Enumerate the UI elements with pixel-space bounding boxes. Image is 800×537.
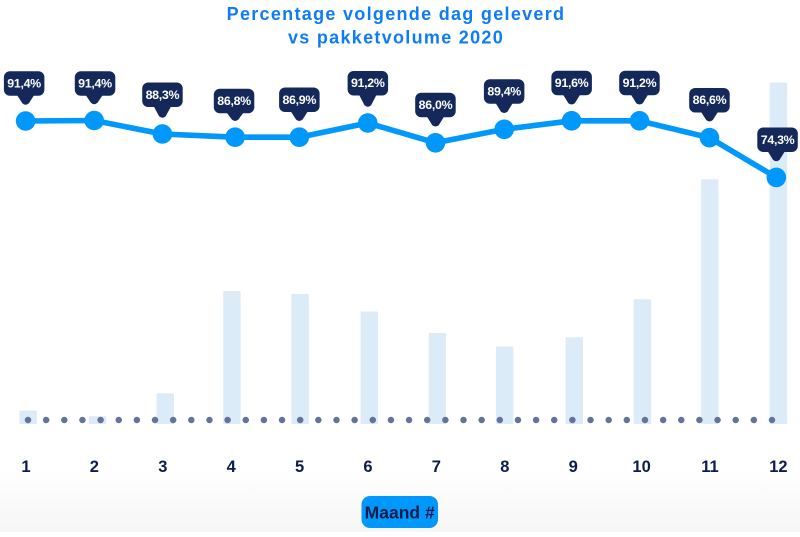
svg-text:91,2%: 91,2% xyxy=(351,76,385,90)
svg-text:74,3%: 74,3% xyxy=(761,133,795,147)
svg-text:4: 4 xyxy=(227,458,237,476)
svg-text:91,6%: 91,6% xyxy=(555,76,589,90)
svg-text:1: 1 xyxy=(21,458,30,476)
svg-text:9: 9 xyxy=(569,458,578,476)
svg-text:86,0%: 86,0% xyxy=(419,98,453,112)
svg-text:Percentage volgende dag geleve: Percentage volgende dag geleverd xyxy=(227,4,566,24)
svg-text:8: 8 xyxy=(500,458,509,476)
svg-text:89,4%: 89,4% xyxy=(487,85,521,99)
svg-text:7: 7 xyxy=(432,458,441,476)
svg-text:12: 12 xyxy=(769,458,787,476)
svg-text:Maand #: Maand # xyxy=(365,503,435,523)
svg-text:91,2%: 91,2% xyxy=(623,76,657,90)
svg-text:vs pakketvolume 2020: vs pakketvolume 2020 xyxy=(288,28,504,48)
svg-text:10: 10 xyxy=(632,458,650,476)
svg-text:3: 3 xyxy=(158,458,167,476)
svg-text:11: 11 xyxy=(701,458,718,476)
svg-text:91,4%: 91,4% xyxy=(78,77,112,91)
svg-text:88,3%: 88,3% xyxy=(146,88,180,102)
svg-text:2: 2 xyxy=(90,458,99,476)
svg-text:86,6%: 86,6% xyxy=(693,93,727,107)
svg-text:6: 6 xyxy=(363,458,372,476)
svg-text:86,8%: 86,8% xyxy=(217,94,251,108)
svg-text:86,9%: 86,9% xyxy=(282,93,316,107)
svg-text:91,4%: 91,4% xyxy=(7,77,41,91)
svg-text:5: 5 xyxy=(295,458,304,476)
